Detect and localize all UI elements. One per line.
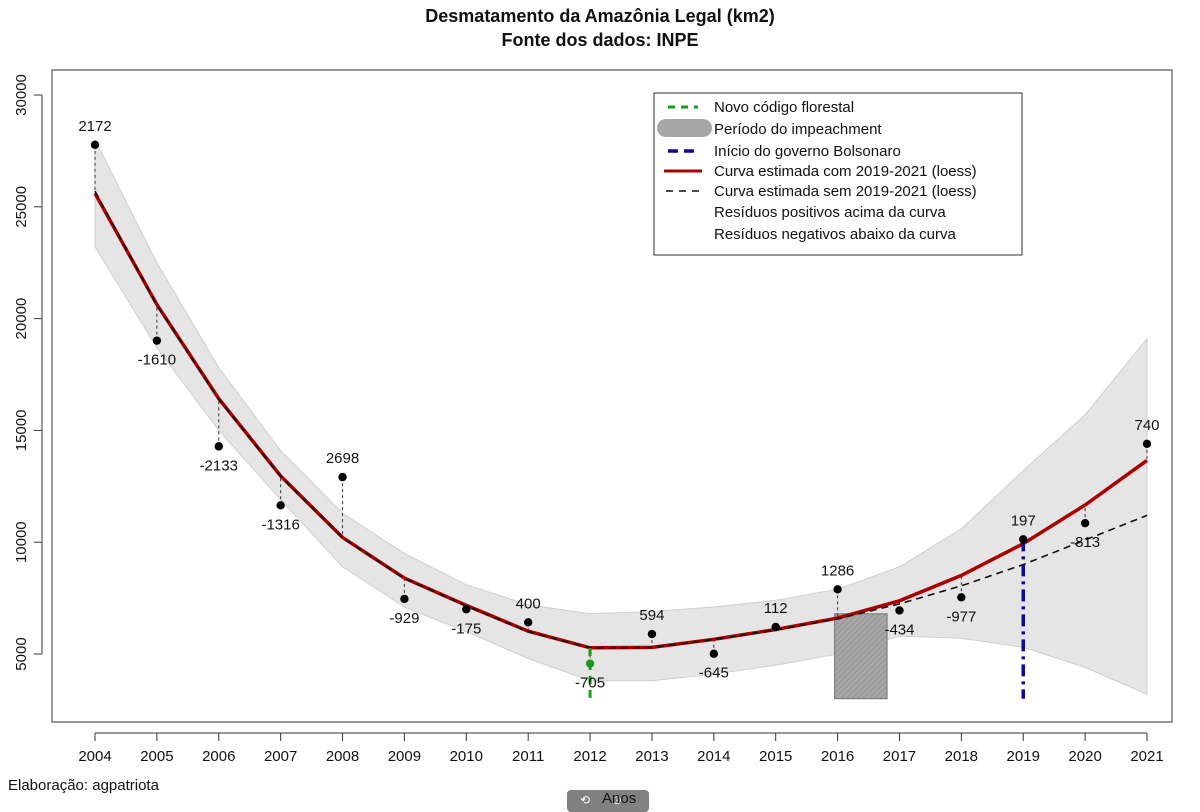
- x-axis-label: Anos: [602, 790, 637, 807]
- data-point: [338, 472, 347, 482]
- x-tick-label: 2009: [388, 748, 421, 765]
- x-tick-label: 2005: [140, 748, 173, 765]
- residual-label: 2172: [78, 118, 111, 135]
- residual-label: -434: [884, 621, 914, 638]
- x-tick-label: 2014: [697, 748, 730, 765]
- residual-label: -175: [451, 620, 481, 637]
- data-point: [647, 629, 657, 639]
- residual-label: -645: [699, 665, 729, 682]
- data-point: [585, 659, 595, 668]
- fit-without-2019-2021-line: [94, 190, 1148, 649]
- x-tick-label: 2015: [759, 748, 792, 765]
- chart-subtitle: Fonte dos dados: INPE: [501, 30, 699, 50]
- x-tick-label: 2016: [821, 748, 854, 765]
- rotate-icon[interactable]: ⟲: [580, 793, 591, 807]
- data-point: [1080, 518, 1090, 528]
- residual-label: -813: [1070, 534, 1100, 551]
- image-viewer-controls[interactable]: ⟲ ⊙: [567, 790, 649, 812]
- legend-box: [653, 92, 1023, 256]
- legend-item-label: Período do impeachment: [714, 121, 882, 138]
- confidence-band: [94, 139, 1148, 695]
- x-tick-label: 2008: [326, 748, 359, 765]
- chart-title: Desmatamento da Amazônia Legal (km2): [425, 6, 775, 26]
- legend-item-label: Curva estimada sem 2019-2021 (loess): [714, 183, 977, 200]
- x-tick-label: 2011: [512, 748, 544, 765]
- residual-label: 594: [639, 607, 664, 624]
- x-tick-label: 2021: [1130, 748, 1163, 765]
- data-point: [771, 622, 780, 632]
- residual-label: -705: [575, 675, 605, 692]
- x-tick-label: 2013: [635, 748, 668, 765]
- x-tick-label: 2017: [883, 748, 916, 765]
- legend-item-label: Resíduos positivos acima da curva: [714, 204, 946, 221]
- y-tick-label: 5000: [13, 637, 30, 670]
- data-point: [1142, 439, 1152, 449]
- plot-frame: [51, 69, 1173, 723]
- data-point: [462, 605, 471, 614]
- residual-label: 1286: [821, 562, 854, 579]
- residual-label: 740: [1134, 417, 1159, 434]
- data-point: [833, 585, 842, 594]
- x-tick-label: 2004: [78, 748, 111, 765]
- data-point: [523, 618, 533, 627]
- zoom-icon[interactable]: ⊙: [612, 793, 623, 807]
- legend-item-label: Início do governo Bolsonaro: [714, 143, 901, 160]
- y-tick-label: 10000: [13, 521, 30, 563]
- x-tick-label: 2018: [945, 748, 978, 765]
- residual-label: 197: [1011, 512, 1036, 529]
- y-tick-label: 20000: [13, 298, 30, 340]
- residual-label: -1610: [138, 352, 176, 369]
- x-tick-label: 2020: [1068, 748, 1101, 765]
- data-point: [276, 501, 285, 510]
- data-point: [400, 594, 409, 604]
- residual-label: -977: [946, 608, 976, 625]
- x-tick-label: 2007: [264, 748, 297, 765]
- data-point: [90, 140, 100, 150]
- data-point: [1019, 535, 1028, 544]
- legend-key-impeachment: [657, 119, 712, 137]
- data-point: [709, 649, 719, 658]
- residual-label: -929: [389, 610, 419, 627]
- impeachment-period-box: [834, 613, 888, 700]
- y-tick-label: 30000: [13, 74, 30, 116]
- x-tick-label: 2006: [202, 748, 235, 765]
- y-tick-label: 15000: [13, 410, 30, 452]
- x-tick-label: 2019: [1007, 748, 1040, 765]
- legend-item-label: Curva estimada com 2019-2021 (loess): [714, 163, 977, 180]
- data-point: [152, 336, 162, 345]
- data-point: [214, 442, 223, 451]
- residual-label: -2133: [200, 457, 238, 474]
- y-tick-label: 25000: [13, 186, 30, 228]
- residual-label: 2698: [326, 450, 359, 467]
- chart-caption: Elaboração: agpatriota: [8, 777, 159, 794]
- legend-item-label: Novo código florestal: [714, 99, 854, 116]
- legend-item-label: Resíduos negativos abaixo da curva: [714, 226, 956, 243]
- data-point: [957, 593, 966, 602]
- residual-label: 400: [516, 595, 541, 612]
- residual-label: 112: [764, 600, 788, 617]
- data-point: [895, 606, 904, 615]
- residual-label: -1316: [261, 516, 299, 533]
- x-tick-label: 2010: [450, 748, 483, 765]
- x-tick-label: 2012: [573, 748, 606, 765]
